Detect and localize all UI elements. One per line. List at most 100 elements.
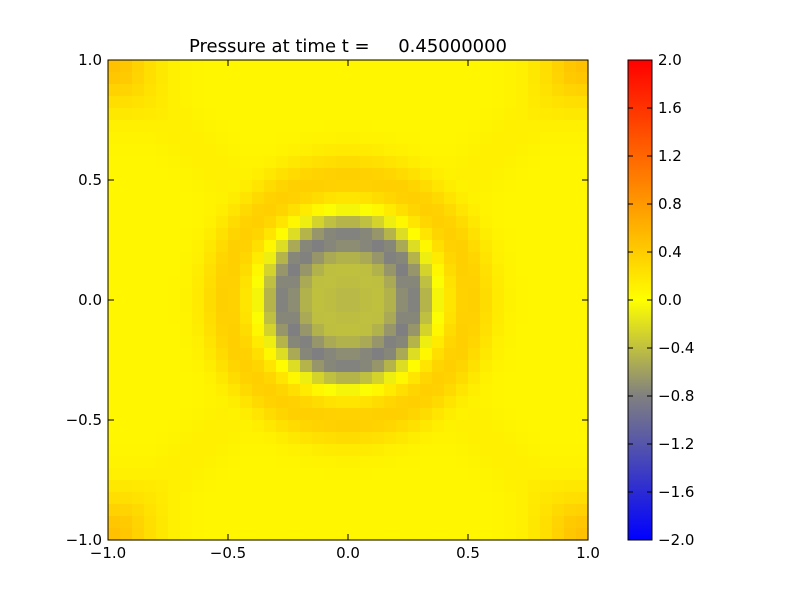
heatmap-cell (168, 204, 181, 217)
colorbar-tick-label: 2.0 (658, 51, 682, 69)
heatmap-cell (300, 360, 313, 373)
heatmap-cell (516, 120, 529, 133)
heatmap-cell (468, 300, 481, 313)
heatmap-cell (312, 432, 325, 445)
heatmap-cell (312, 264, 325, 277)
heatmap-cell (348, 468, 361, 481)
heatmap-cell (108, 408, 121, 421)
heatmap-cell (156, 492, 169, 505)
heatmap-cell (444, 372, 457, 385)
heatmap-cell (444, 300, 457, 313)
heatmap-cell (300, 432, 313, 445)
heatmap-cell (240, 288, 253, 301)
heatmap-cell (240, 396, 253, 409)
heatmap-cell (528, 372, 541, 385)
heatmap-cell (300, 528, 313, 541)
heatmap-cell (180, 132, 193, 145)
heatmap-cell (564, 300, 577, 313)
heatmap-cell (372, 240, 385, 253)
heatmap-cell (396, 336, 409, 349)
heatmap-cell (240, 96, 253, 109)
heatmap-cell (528, 96, 541, 109)
heatmap-cell (336, 420, 349, 433)
heatmap-cell (480, 252, 493, 265)
heatmap-cell (384, 432, 397, 445)
heatmap-cell (312, 96, 325, 109)
heatmap-cell (336, 192, 349, 205)
heatmap-cell (300, 180, 313, 193)
heatmap-cell (504, 240, 517, 253)
heatmap-cell (516, 468, 529, 481)
heatmap-cell (156, 456, 169, 469)
heatmap-cell (144, 324, 157, 337)
heatmap-cell (348, 192, 361, 205)
heatmap-cell (288, 528, 301, 541)
heatmap-cell (168, 120, 181, 133)
heatmap-cell (336, 276, 349, 289)
heatmap-cell (168, 324, 181, 337)
heatmap-cell (552, 276, 565, 289)
heatmap-cell (528, 492, 541, 505)
heatmap-cell (216, 432, 229, 445)
heatmap-cell (432, 204, 445, 217)
heatmap-cell (492, 324, 505, 337)
heatmap-cell (264, 108, 277, 121)
heatmap-cell (576, 72, 589, 85)
heatmap-cell (240, 216, 253, 229)
heatmap-cell (156, 108, 169, 121)
heatmap-cell (192, 156, 205, 169)
heatmap-cell (372, 384, 385, 397)
heatmap-cell (408, 336, 421, 349)
heatmap-cell (504, 324, 517, 337)
heatmap-cell (552, 468, 565, 481)
heatmap-cell (480, 360, 493, 373)
heatmap-cell (300, 264, 313, 277)
heatmap-cell (516, 444, 529, 457)
x-tick-label: 0.0 (336, 544, 360, 562)
heatmap-cell (300, 384, 313, 397)
heatmap-cell (156, 348, 169, 361)
heatmap-cell (492, 492, 505, 505)
heatmap-cell (384, 204, 397, 217)
heatmap-cell (372, 492, 385, 505)
heatmap-cell (516, 420, 529, 433)
heatmap-cell (192, 300, 205, 313)
heatmap-cell (216, 492, 229, 505)
heatmap-cell (300, 192, 313, 205)
heatmap-cell (192, 360, 205, 373)
heatmap-cell (372, 288, 385, 301)
heatmap-cell (348, 480, 361, 493)
heatmap-cell (264, 420, 277, 433)
heatmap-cell (276, 228, 289, 241)
heatmap-cell (156, 72, 169, 85)
heatmap-cell (180, 144, 193, 157)
heatmap-cell (432, 144, 445, 157)
heatmap-cell (348, 204, 361, 217)
heatmap-cell (300, 312, 313, 325)
heatmap-cell (468, 204, 481, 217)
heatmap-cell (372, 60, 385, 73)
heatmap-cell (420, 144, 433, 157)
heatmap-cell (168, 252, 181, 265)
heatmap-cell (456, 156, 469, 169)
heatmap-cell (480, 420, 493, 433)
heatmap-cell (396, 288, 409, 301)
heatmap-cell (564, 408, 577, 421)
heatmap-cell (336, 60, 349, 73)
heatmap-cell (384, 456, 397, 469)
heatmap-cell (156, 216, 169, 229)
heatmap-cell (156, 312, 169, 325)
heatmap-cell (396, 324, 409, 337)
heatmap-cell (240, 252, 253, 265)
heatmap-cell (252, 336, 265, 349)
heatmap-cell (432, 180, 445, 193)
heatmap-cell (144, 504, 157, 517)
heatmap-cell (180, 228, 193, 241)
heatmap-cell (384, 288, 397, 301)
heatmap-cell (312, 84, 325, 97)
heatmap-cell (276, 204, 289, 217)
heatmap-cell (264, 528, 277, 541)
heatmap-cell (228, 180, 241, 193)
heatmap-cell (468, 156, 481, 169)
heatmap-cell (228, 156, 241, 169)
